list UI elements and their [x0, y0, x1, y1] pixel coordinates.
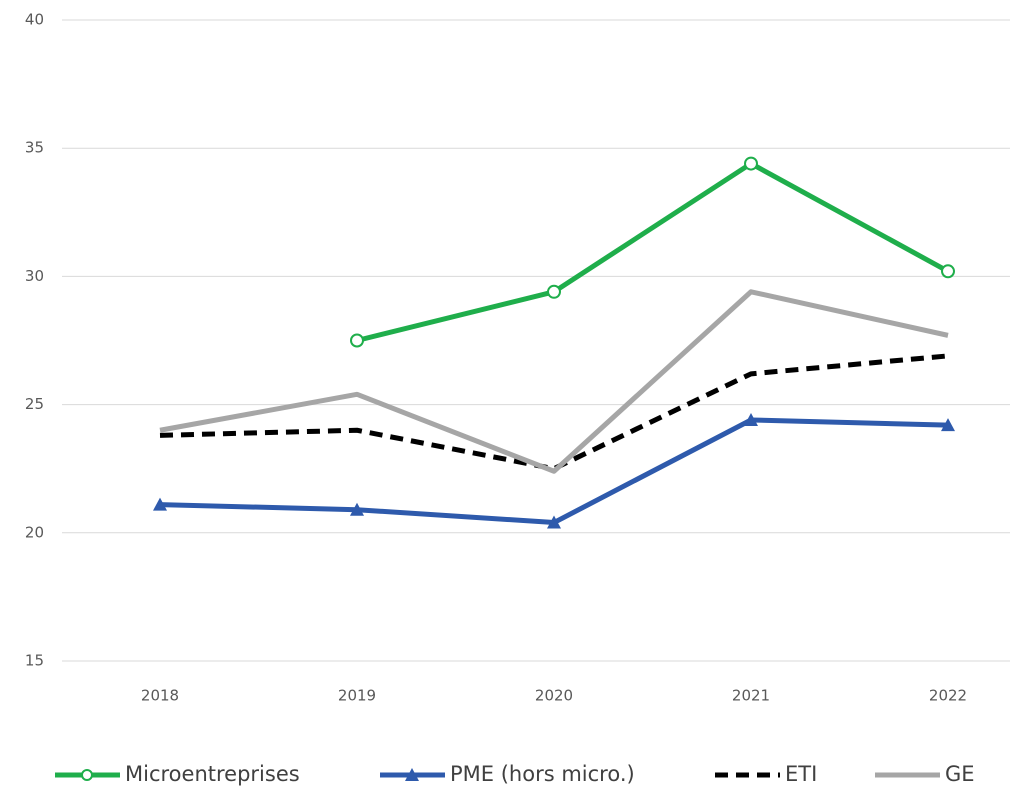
y-tick-label: 15 — [25, 652, 44, 670]
y-tick-label: 30 — [25, 267, 44, 285]
x-tick-label: 2018 — [141, 687, 179, 705]
legend-label: PME (hors micro.) — [450, 762, 635, 786]
marker — [744, 156, 758, 171]
legend-marker — [405, 768, 419, 781]
marker — [941, 418, 955, 432]
legend-marker — [81, 769, 93, 781]
marker — [350, 333, 364, 348]
series-line — [159, 289, 949, 474]
series-line — [356, 161, 950, 343]
marker — [547, 284, 561, 299]
marker — [744, 412, 758, 426]
legend-label: Microentreprises — [125, 762, 300, 786]
x-tick-label: 2020 — [535, 687, 573, 705]
x-tick-label: 2021 — [732, 687, 770, 705]
marker — [941, 264, 955, 279]
x-tick-label: 2019 — [338, 687, 376, 705]
y-tick-label: 25 — [25, 395, 44, 413]
series-line — [159, 353, 949, 472]
legend-label: ETI — [785, 762, 817, 786]
legend-label: GE — [945, 762, 975, 786]
x-tick-label: 2022 — [929, 687, 967, 705]
y-tick-label: 40 — [25, 11, 44, 29]
marker — [350, 502, 364, 516]
y-tick-label: 35 — [25, 139, 44, 157]
marker — [547, 515, 561, 529]
y-tick-label: 20 — [25, 523, 44, 541]
marker — [153, 497, 167, 511]
